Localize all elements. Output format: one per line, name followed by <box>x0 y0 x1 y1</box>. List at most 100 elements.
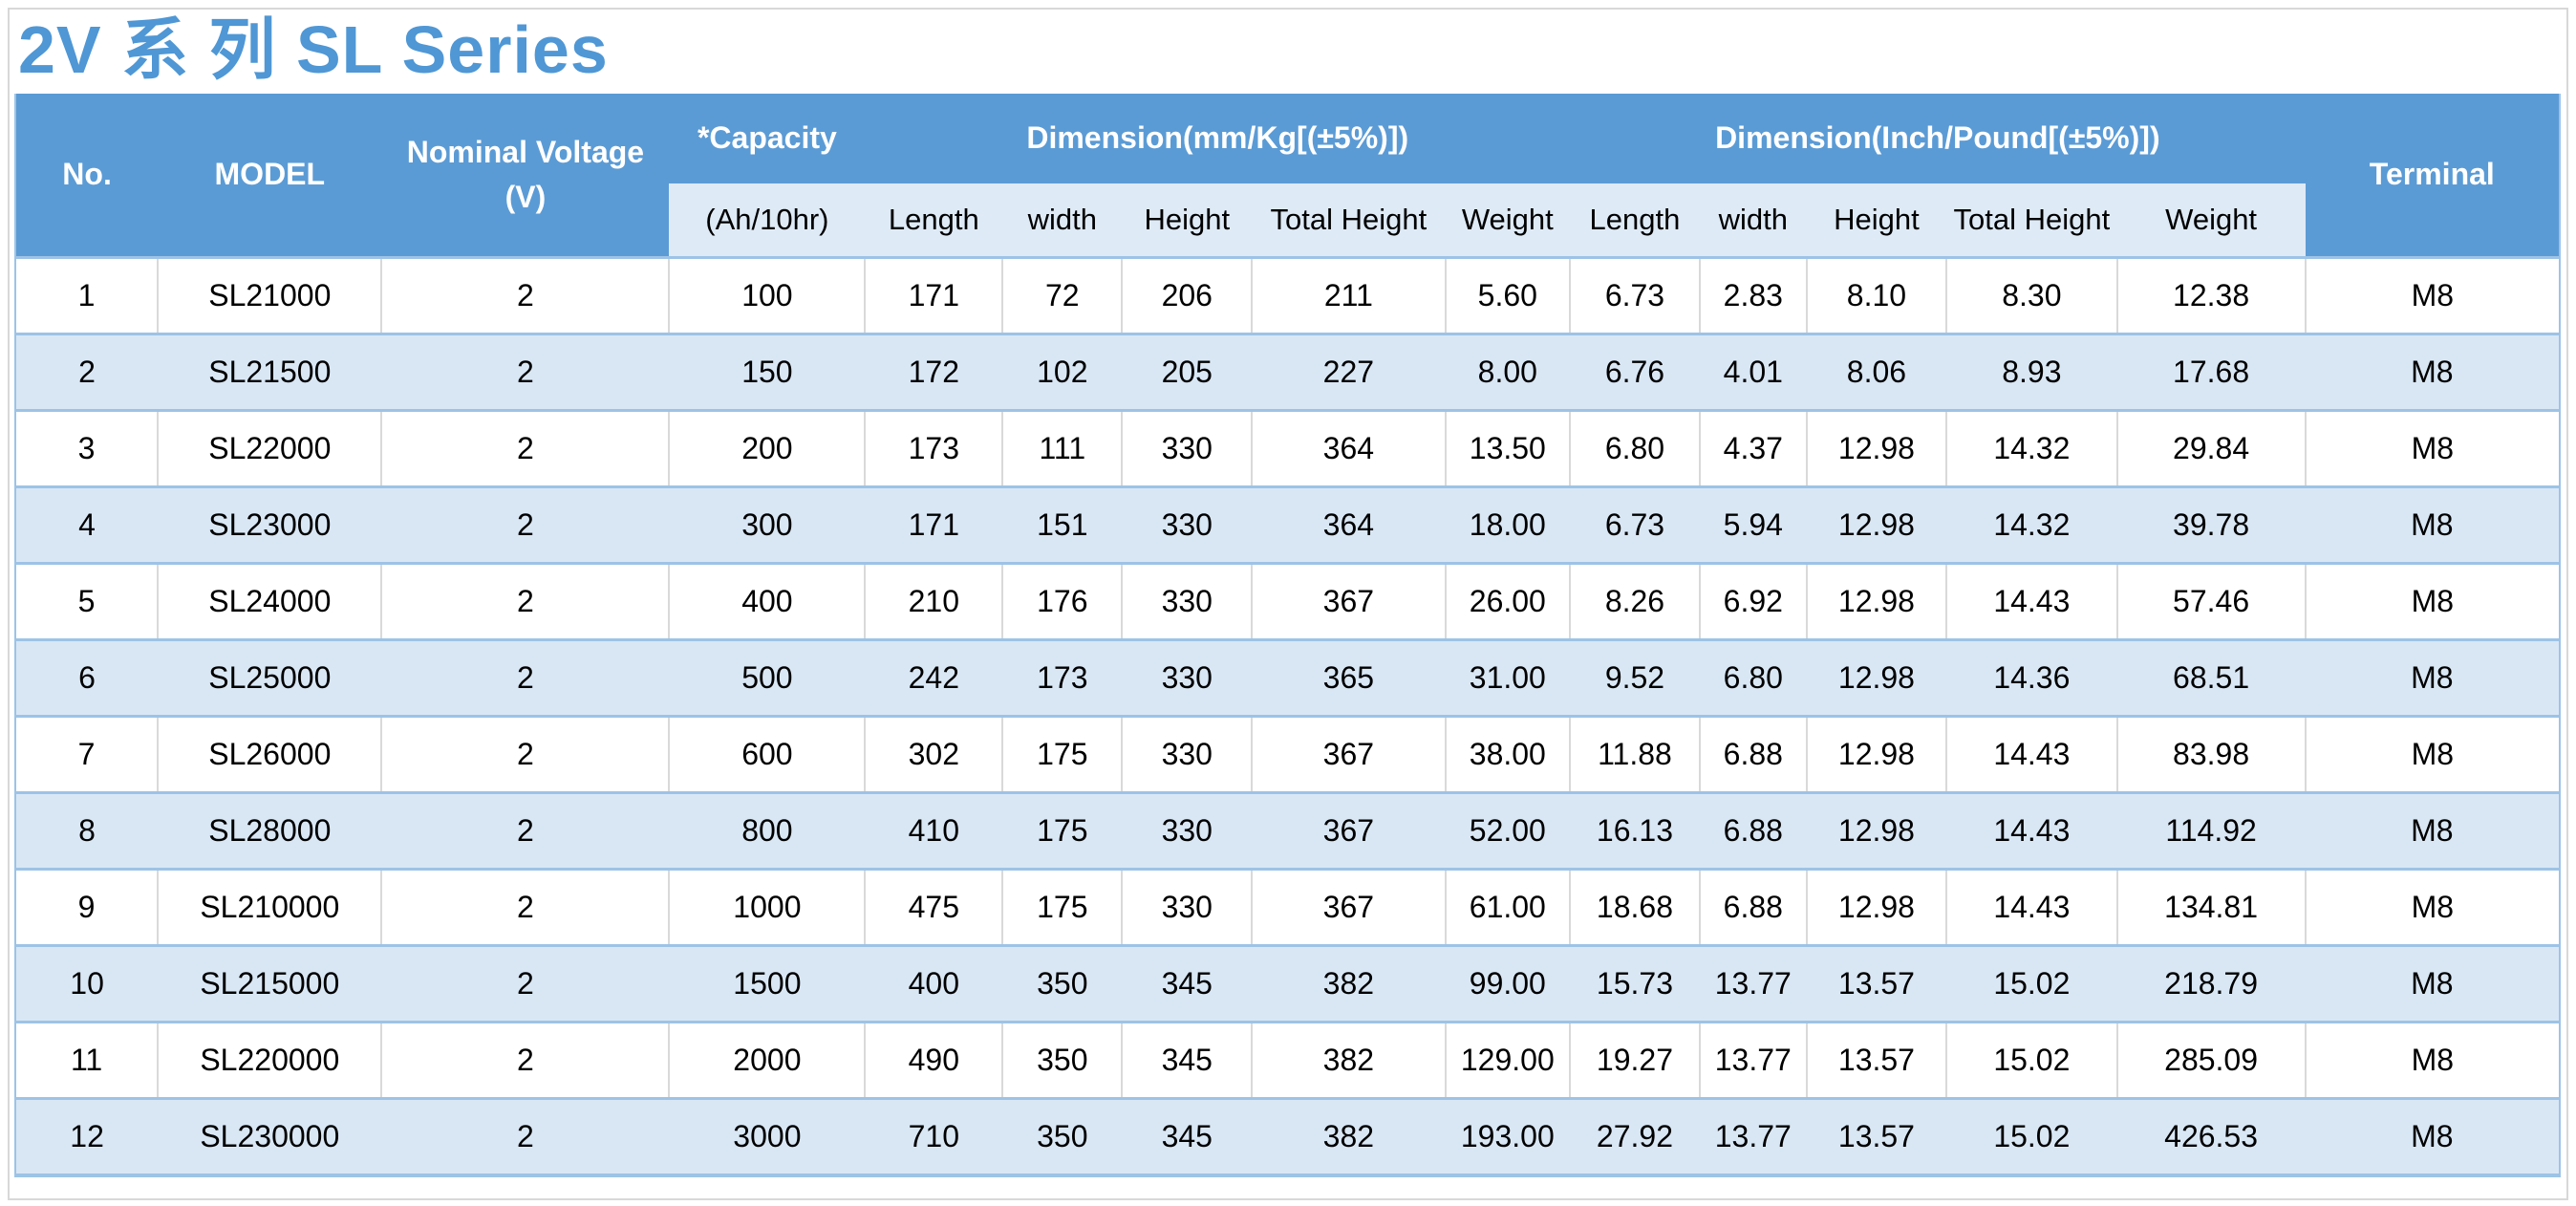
table-cell: 12.98 <box>1805 562 1947 640</box>
table-cell: 13.77 <box>1698 1021 1807 1099</box>
table-cell: 29.84 <box>2115 409 2306 487</box>
table-cell: 410 <box>865 791 1003 870</box>
table-cell: 12.38 <box>2115 256 2306 334</box>
table-cell: 2000 <box>668 1021 866 1099</box>
table-cell: 1500 <box>669 944 866 1023</box>
table-cell: 171 <box>865 485 1003 564</box>
table-cell: 800 <box>669 791 866 870</box>
table-cell: M8 <box>2304 715 2560 793</box>
nominal-voltage-label: Nominal Voltage <box>406 135 645 170</box>
table-cell: 364 <box>1252 485 1446 564</box>
table-cell: 134.81 <box>2115 868 2306 946</box>
table-cell: 8.06 <box>1806 333 1947 411</box>
table-cell: M8 <box>2305 485 2560 564</box>
table-cell: 16.13 <box>1570 791 1700 870</box>
col-subheader-mm-length: Length <box>865 183 1003 258</box>
table-cell: 175 <box>1001 715 1123 793</box>
table-cell: 426.53 <box>2116 1097 2306 1177</box>
table-cell: 710 <box>865 1097 1003 1177</box>
table-cell: 13.77 <box>1699 1097 1807 1177</box>
table-cell: SL230000 <box>158 1097 382 1177</box>
table-cell: 27.92 <box>1570 1097 1700 1177</box>
table-cell: 18.68 <box>1569 868 1700 946</box>
table-cell: 364 <box>1251 409 1446 487</box>
table-cell: 11.88 <box>1569 715 1700 793</box>
table-cell: 285.09 <box>2115 1021 2306 1099</box>
nominal-voltage-unit: (V) <box>504 179 547 214</box>
table-cell: 175 <box>1001 868 1123 946</box>
table-cell: 8.00 <box>1445 333 1571 411</box>
table-cell: 13.77 <box>1699 944 1807 1023</box>
table-cell: 151 <box>1002 485 1123 564</box>
table-cell: 14.43 <box>1945 715 2117 793</box>
table-cell: 211 <box>1251 256 1446 334</box>
table-row: 5 SL24000 2 400 210 176 330 367 26.00 8.26 6.92 12.… <box>15 562 2560 640</box>
table-cell: 12.98 <box>1806 791 1947 870</box>
table-cell: 100 <box>668 256 866 334</box>
table-row: 7 SL26000 2 600 302 175 330 367 38.00 11.88 6.88 12… <box>15 715 2560 793</box>
table-cell: 6.88 <box>1699 791 1807 870</box>
table-cell: 10 <box>15 944 159 1023</box>
table-cell: 193.00 <box>1445 1097 1571 1177</box>
table-cell: SL22000 <box>157 409 382 487</box>
table-cell: 330 <box>1121 409 1253 487</box>
table-cell: 2 <box>380 256 670 334</box>
table-cell: 15.73 <box>1570 944 1700 1023</box>
table-cell: 600 <box>668 715 866 793</box>
table-cell: 172 <box>865 333 1003 411</box>
table-cell: 227 <box>1252 333 1446 411</box>
table-cell: 6.80 <box>1699 638 1807 717</box>
table-cell: 13.57 <box>1806 1097 1947 1177</box>
table-cell: 8 <box>15 791 159 870</box>
table-row: 3 SL22000 2 200 173 111 330 364 13.50 6.80 4.37 12.… <box>15 409 2560 487</box>
table-cell: 1 <box>15 256 159 334</box>
col-subheader-inch-total-height: Total Height <box>1946 183 2117 258</box>
table-cell: 2 <box>381 638 670 717</box>
table-cell: 15.02 <box>1946 1097 2117 1177</box>
table-cell: 500 <box>669 638 866 717</box>
table-cell: 9 <box>15 868 159 946</box>
table-cell: 3 <box>15 409 159 487</box>
table-cell: 242 <box>865 638 1003 717</box>
table-cell: 2 <box>15 333 159 411</box>
table-cell: 4.37 <box>1698 409 1807 487</box>
table-cell: SL24000 <box>157 562 382 640</box>
spec-sheet-page: 2V 系 列 SL Series No. MODEL Nominal <box>8 8 2568 1200</box>
table-cell: 205 <box>1122 333 1253 411</box>
table-cell: M8 <box>2304 409 2560 487</box>
table-row: 11 SL220000 2 2000 490 350 345 382 129.00 19.27 13… <box>15 1021 2560 1099</box>
col-header-nominal-voltage: Nominal Voltage (V) <box>381 93 670 258</box>
table-cell: SL220000 <box>157 1021 382 1099</box>
table-cell: 17.68 <box>2116 333 2306 411</box>
table-cell: 7 <box>15 715 159 793</box>
table-cell: SL28000 <box>158 791 382 870</box>
table-cell: 382 <box>1251 1021 1446 1099</box>
table-cell: 8.30 <box>1945 256 2117 334</box>
table-cell: 350 <box>1001 1021 1123 1099</box>
table-cell: 6 <box>15 638 159 717</box>
table-cell: 15.02 <box>1946 944 2117 1023</box>
table-cell: 382 <box>1252 1097 1446 1177</box>
table-cell: 400 <box>865 944 1003 1023</box>
col-subheader-inch-height: Height <box>1806 183 1947 258</box>
col-subheader-mm-width: width <box>1002 183 1123 258</box>
table-cell: M8 <box>2304 256 2560 334</box>
table-cell: 38.00 <box>1444 715 1571 793</box>
table-cell: 6.92 <box>1698 562 1807 640</box>
table-cell: 345 <box>1122 1097 1253 1177</box>
table-cell: 26.00 <box>1444 562 1571 640</box>
table-cell: 57.46 <box>2115 562 2306 640</box>
table-cell: 19.27 <box>1569 1021 1700 1099</box>
table-cell: 2.83 <box>1698 256 1807 334</box>
table-cell: 9.52 <box>1570 638 1700 717</box>
col-subheader-inch-width: width <box>1699 183 1807 258</box>
table-cell: 2 <box>380 1021 670 1099</box>
col-header-terminal: Terminal <box>2305 93 2560 258</box>
table-cell: 5.94 <box>1699 485 1807 564</box>
table-cell: 6.76 <box>1570 333 1700 411</box>
table-cell: 8.26 <box>1569 562 1700 640</box>
table-cell: 2 <box>380 868 670 946</box>
table-cell: 15.02 <box>1945 1021 2117 1099</box>
table-cell: 350 <box>1002 944 1123 1023</box>
table-row: 10 SL215000 2 1500 400 350 345 382 99.00 15.73 13.… <box>15 944 2560 1023</box>
